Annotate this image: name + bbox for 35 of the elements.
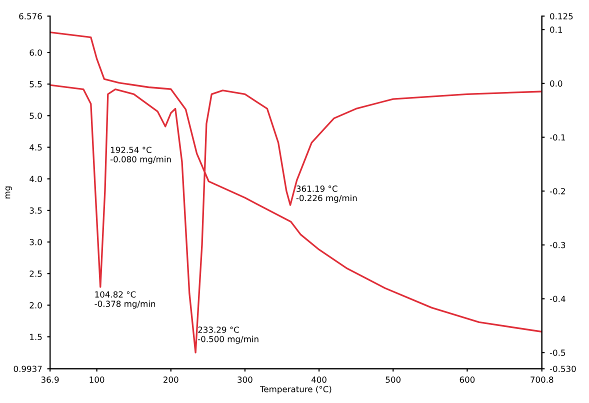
x-tick-label: 400: [312, 376, 326, 383]
x-tick-label: 100: [90, 376, 104, 383]
y-tick-label: 0.9937: [14, 366, 42, 372]
annotation: 361.19 °C -0.226 mg/min: [296, 186, 357, 203]
y-tick-label: 6.0: [30, 49, 42, 56]
y2-tick-label: -0.3: [550, 242, 566, 248]
y-axis-title: mg: [5, 186, 12, 198]
y-tick-label: 2.5: [30, 270, 42, 277]
y-tick-label: 5.5: [30, 81, 42, 88]
y-tick-label: 4.5: [30, 144, 42, 151]
y2-tick-label: -0.530: [550, 366, 576, 372]
annotation: 104.82 °C -0.378 mg/min: [94, 291, 156, 309]
y2-tick-label: -0.2: [550, 188, 565, 194]
y2-tick-label: 0.0: [550, 80, 562, 87]
y2-tick-label: 0.125: [550, 13, 573, 20]
y-tick-label: 4.0: [30, 176, 42, 182]
x-tick-label: 200: [164, 376, 178, 383]
x-axis-title: Temperature (°C): [260, 386, 332, 394]
x-tick-label: 300: [238, 376, 252, 383]
x-tick-label: 600: [460, 376, 475, 383]
x-tick-label: 700.8: [530, 376, 554, 383]
x-tick-label: 36.9: [41, 376, 59, 383]
y-tick-label: 6.576: [19, 13, 42, 20]
annotation: 233.29 °C -0.500 mg/min: [198, 326, 258, 344]
y-tick-label: 5.0: [30, 112, 42, 119]
y-tick-label: 2.0: [30, 302, 42, 308]
y-tick-label: 1.5: [30, 334, 42, 340]
x-tick-label: 500: [386, 376, 401, 383]
annotation: 192.54 °C -0.080 mg/min: [110, 146, 171, 164]
y2-tick-label: -0.5: [550, 350, 566, 356]
y2-tick-label: -0.4: [550, 296, 566, 302]
y-tick-label: 3.5: [30, 207, 42, 214]
y2-tick-label: -0.1: [550, 134, 566, 141]
y-tick-label: 3.0: [30, 238, 42, 246]
y2-tick-label: 0.1: [550, 26, 562, 33]
